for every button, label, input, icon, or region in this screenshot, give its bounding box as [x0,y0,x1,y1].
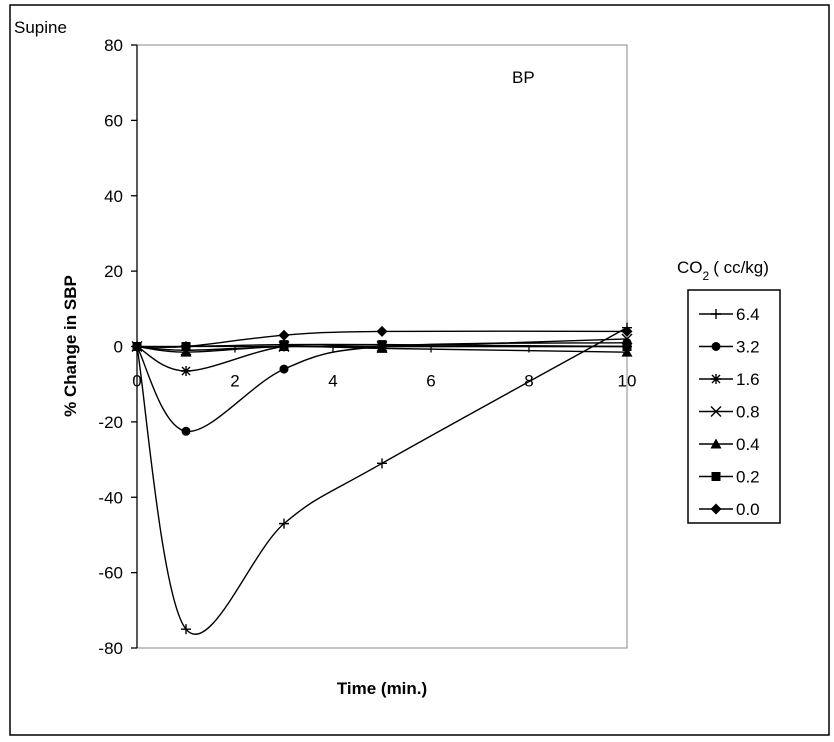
legend-item: 3.2 [699,338,760,357]
legend-title: CO2( cc/kg) [677,258,769,283]
legend: 6.4 3.2 1.6 0.8 0.4 0.2 0.0 [699,305,760,519]
legend-marker [710,438,722,449]
legend-item: 0.2 [699,468,760,487]
x-tick-label: 10 [618,372,637,391]
legend-item: 0.4 [699,435,760,454]
legend-item: 6.4 [699,305,760,324]
data-point [278,329,290,341]
legend-item: 0.0 [699,500,760,519]
chart-title: BP [512,68,535,87]
x-tick-label: 2 [230,372,239,391]
corner-label: Supine [14,18,67,37]
legend-label: 3.2 [736,338,760,357]
legend-marker [711,342,721,351]
legend-label: 0.8 [736,403,760,422]
data-point [621,346,633,357]
legend-marker [710,503,722,515]
legend-marker [711,472,721,481]
legend-label: 6.4 [736,305,760,324]
x-tick-label: 6 [426,372,435,391]
legend-item: 1.6 [699,370,760,389]
data-point [180,341,192,352]
legend-item: 0.8 [699,403,760,422]
x-axis-title: Time (min.) [337,679,427,698]
legend-label: 0.0 [736,500,760,519]
x-tick-label: 4 [328,372,337,391]
y-axis-title: % Change in SBP [61,275,80,417]
y-tick-label: 60 [104,111,123,130]
series-layer [131,322,633,635]
y-tick-label: -60 [98,564,123,583]
data-point [621,325,633,337]
data-point [279,364,289,374]
legend-title-prefix: CO [677,258,703,277]
legend-label: 0.2 [736,468,760,487]
data-point [376,325,388,337]
data-point [377,340,387,350]
y-tick-label: -20 [98,413,123,432]
data-point [181,624,191,635]
y-tick-label: 20 [104,262,123,281]
data-point [279,340,289,350]
y-tick-label: 0 [114,338,123,357]
legend-marker [711,309,721,319]
legend-marker [711,374,721,384]
x-tick-label: 0 [132,372,141,391]
legend-title-sub: 2 [703,269,710,283]
y-tick-label: 40 [104,187,123,206]
legend-marker [710,406,722,417]
y-tick-label: -80 [98,639,123,658]
y-tick-label: 80 [104,36,123,55]
data-point [279,518,289,529]
legend-label: 1.6 [736,370,760,389]
data-point [377,458,387,469]
data-point [622,342,632,351]
legend-title-suffix: ( cc/kg) [713,258,769,277]
data-point [181,426,191,436]
legend-label: 0.4 [736,435,760,454]
data-point [131,341,143,352]
series-0.0 [131,325,633,352]
y-tick-label: -40 [98,488,123,507]
legend-box [687,289,781,524]
series-line [136,327,628,635]
data-point [181,365,191,376]
